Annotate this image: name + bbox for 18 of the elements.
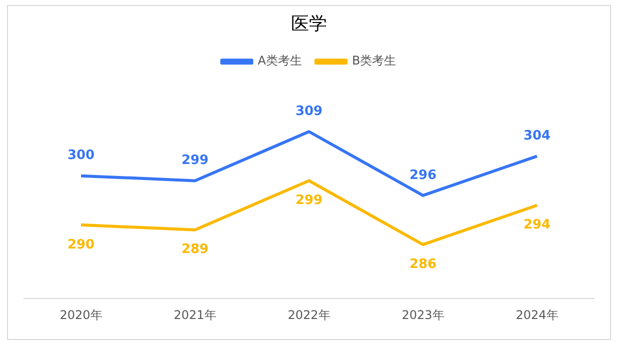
x-tick-label: 2022年 xyxy=(288,308,330,322)
x-tick-label: 2023年 xyxy=(402,308,444,322)
x-tick-label: 2021年 xyxy=(174,308,216,322)
data-label: 286 xyxy=(409,256,437,272)
data-label: 290 xyxy=(67,237,95,252)
data-label: 296 xyxy=(409,168,437,183)
data-label: 299 xyxy=(295,193,323,208)
x-tick-label: 2024年 xyxy=(516,308,558,322)
x-tick-label: 2020年 xyxy=(60,308,102,322)
data-label: 299 xyxy=(181,153,209,168)
data-label: 304 xyxy=(523,128,551,144)
data-label: 300 xyxy=(67,148,95,164)
legend-label: A类考生 xyxy=(258,54,302,68)
data-label: 289 xyxy=(181,242,209,258)
legend-label: B类考生 xyxy=(352,54,396,68)
data-label: 294 xyxy=(523,218,551,233)
data-label: 309 xyxy=(295,104,323,119)
chart-title: 医学 xyxy=(291,13,327,34)
